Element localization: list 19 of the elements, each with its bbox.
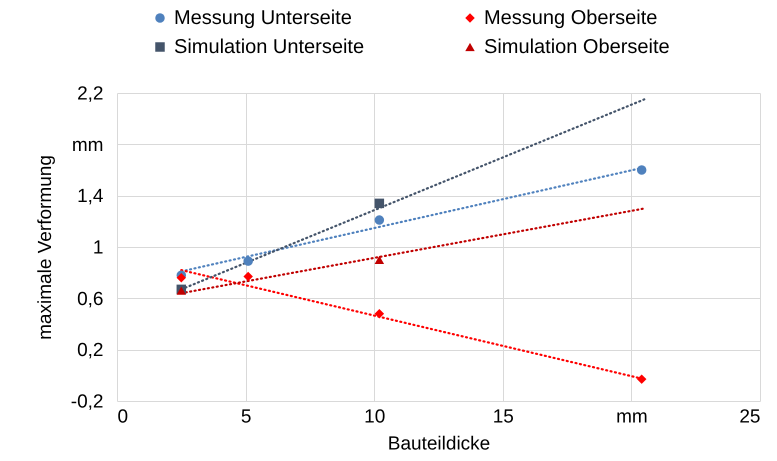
x-tick-label: 25: [739, 406, 760, 428]
y-tick-label: 1: [92, 238, 104, 258]
y-tick-label: 1,4: [77, 186, 104, 208]
y-tick-label: 2,2: [77, 84, 104, 104]
x-tick-label: 0: [118, 406, 128, 428]
x-tick-label: 15: [492, 406, 514, 428]
legend-label: Simulation Oberseite: [484, 36, 670, 58]
legend-label: Messung Oberseite: [484, 7, 658, 29]
x-tick-label: 10: [364, 406, 386, 428]
legend-label: Simulation Unterseite: [174, 36, 364, 58]
y-tick-label: 0,2: [77, 340, 104, 362]
x-tick-label: 5: [240, 406, 252, 428]
y-tick-label: 0,6: [77, 288, 104, 310]
x-axis-title: Bauteildicke: [388, 434, 490, 454]
y-tick-label: mm: [72, 134, 104, 156]
legend-label: Messung Unterseite: [174, 7, 352, 29]
y-tick-label: -0,2: [70, 392, 104, 412]
y-axis-title: maximale Verformung: [34, 155, 56, 340]
x-tick-label: mm: [616, 406, 648, 428]
